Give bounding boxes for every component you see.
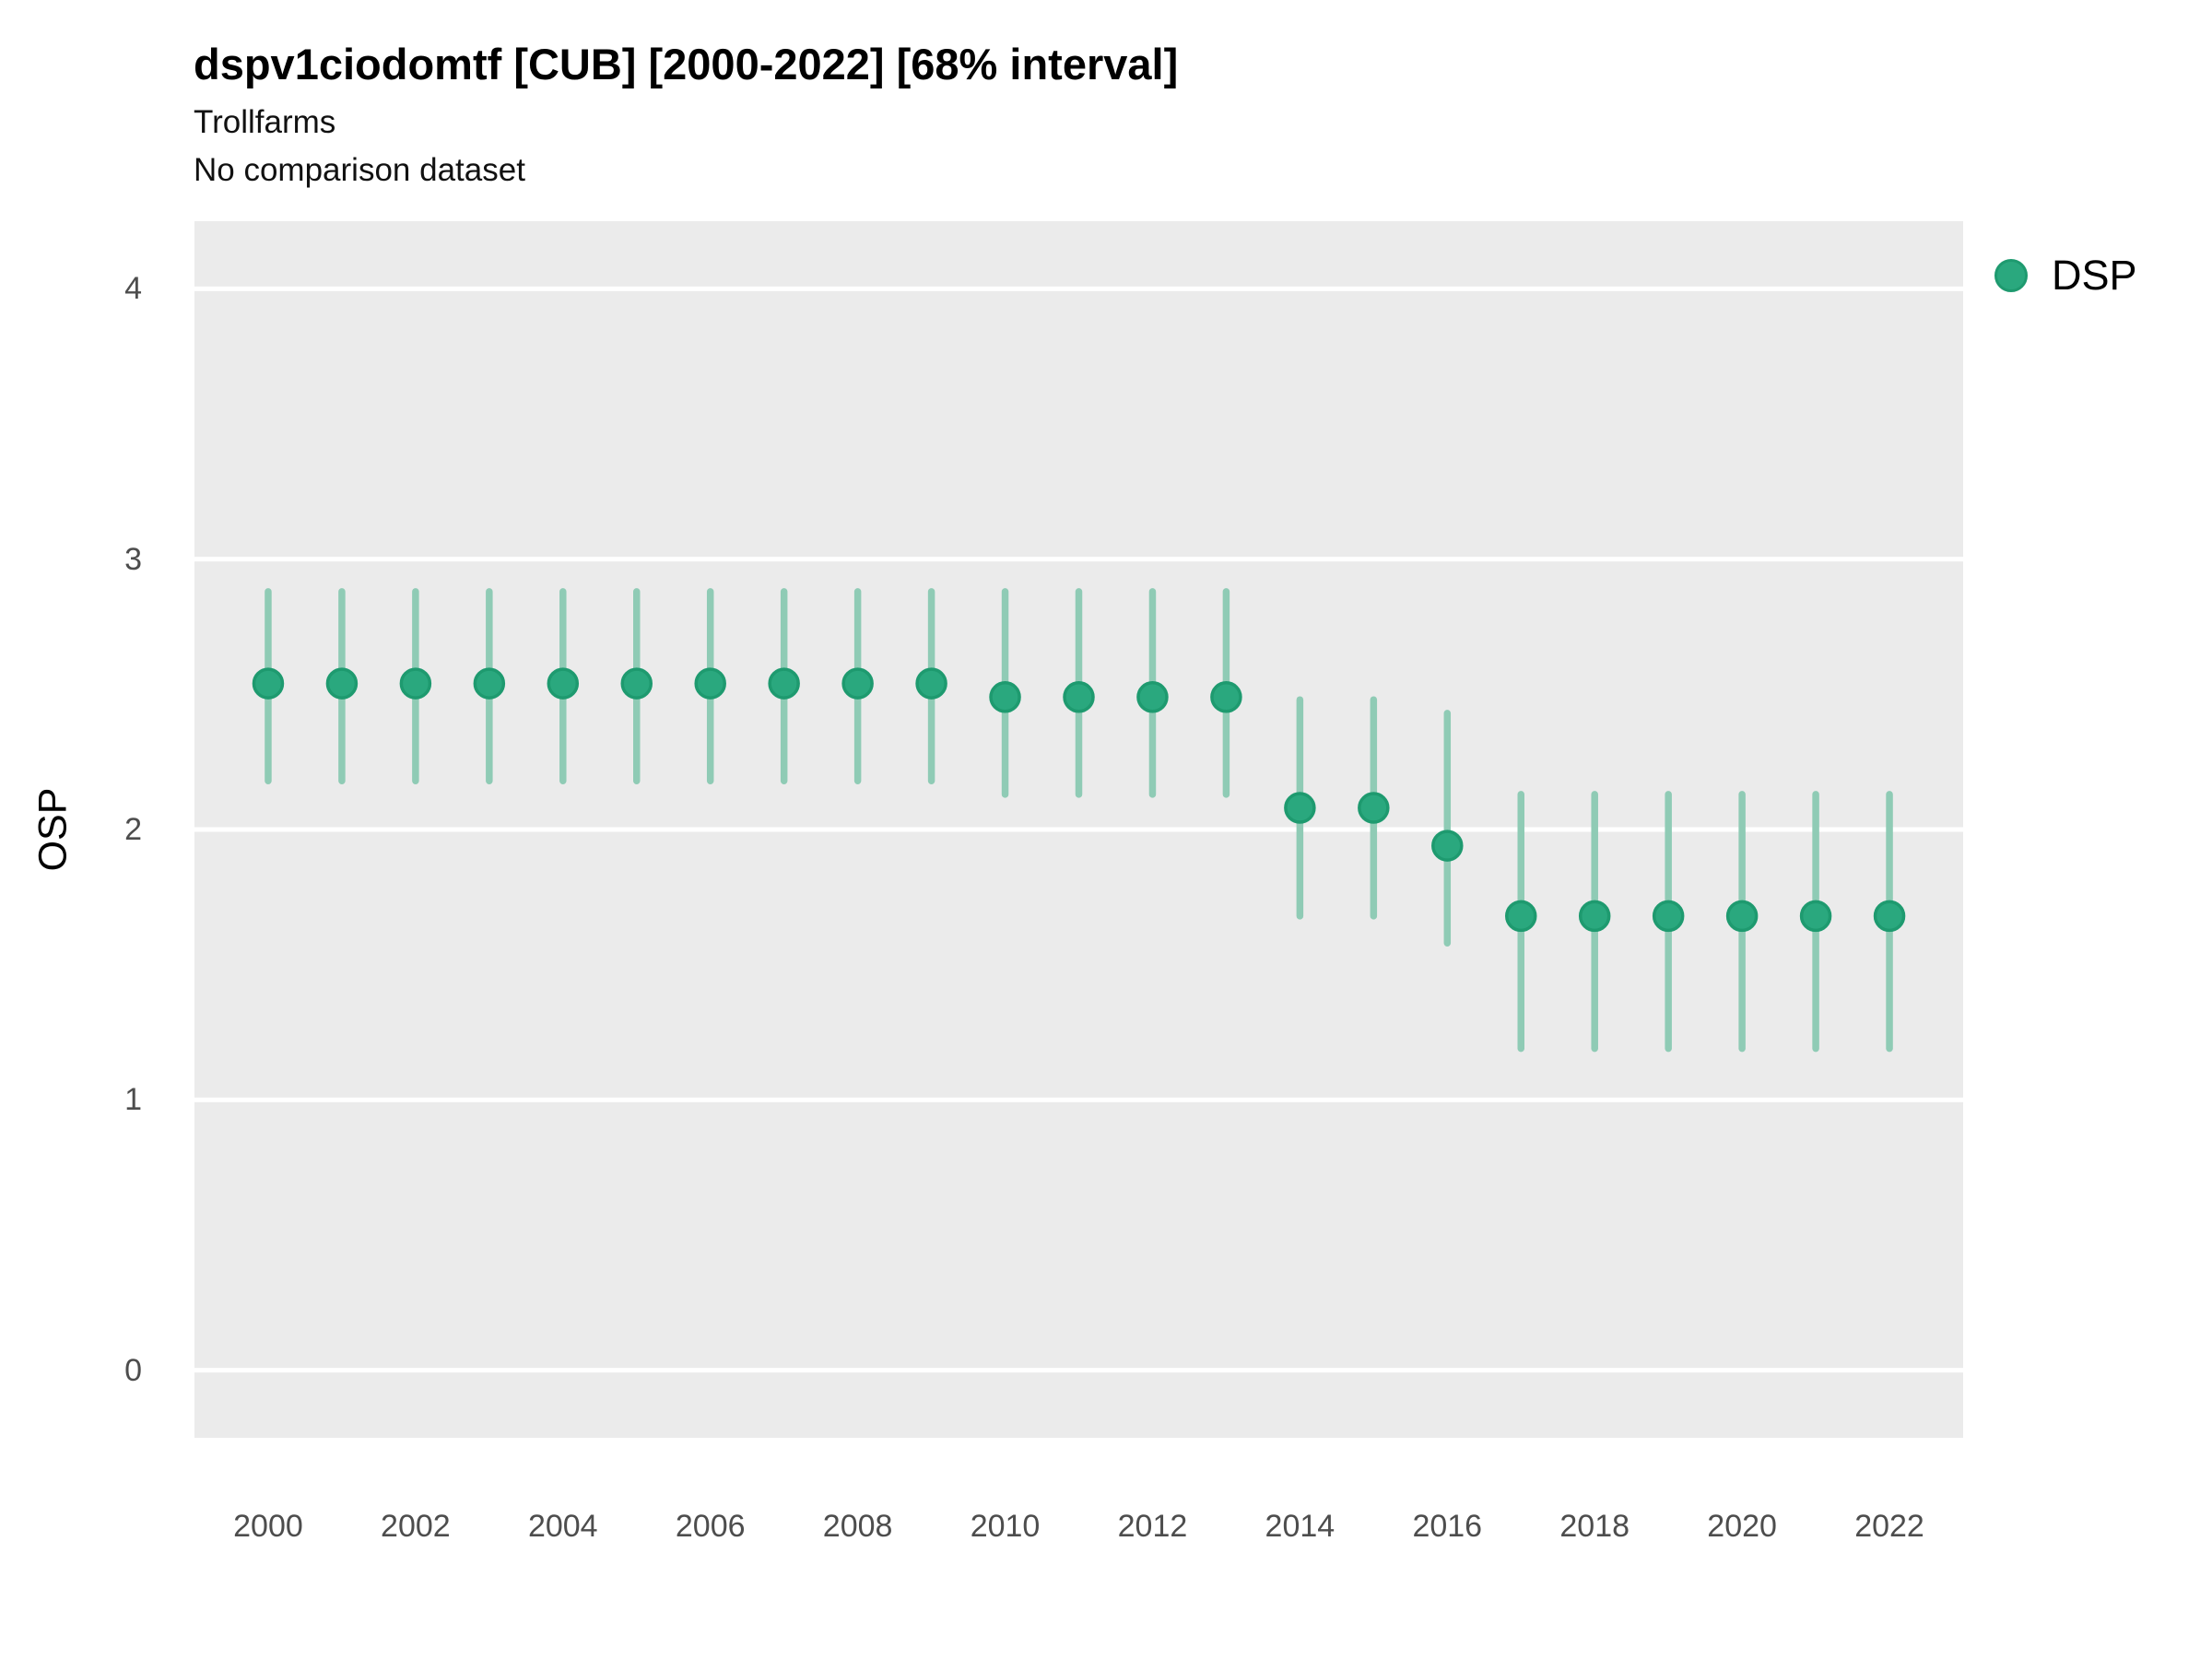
data-point-2001 [325, 667, 359, 700]
data-point-2015 [1358, 792, 1390, 824]
data-point-2000 [252, 667, 285, 700]
data-point-2014 [1284, 792, 1316, 824]
x-tick-label-2010: 2010 [970, 1509, 1041, 1544]
y-tick-label-4: 4 [124, 271, 142, 307]
x-tick-label-2022: 2022 [1854, 1509, 1924, 1544]
x-tick-label-2014: 2014 [1265, 1509, 1335, 1544]
data-point-2011 [1063, 681, 1095, 713]
y-tick-label-3: 3 [124, 541, 142, 577]
x-tick-label-2002: 2002 [381, 1509, 451, 1544]
data-point-2009 [915, 667, 947, 700]
data-point-2013 [1210, 681, 1242, 713]
data-point-2002 [399, 667, 432, 700]
y-tick-label-2: 2 [124, 812, 142, 847]
x-tick-label-2018: 2018 [1559, 1509, 1630, 1544]
data-point-2003 [473, 667, 506, 700]
data-point-2008 [841, 667, 874, 700]
chart-subtitle-line1: Trollfarms [194, 104, 336, 140]
x-tick-label-2008: 2008 [822, 1509, 893, 1544]
x-tick-label-2016: 2016 [1412, 1509, 1483, 1544]
data-point-2021 [1799, 900, 1832, 933]
data-point-2019 [1652, 900, 1685, 933]
data-point-2020 [1725, 900, 1759, 933]
data-point-2022 [1873, 900, 1906, 933]
x-tick-label-2012: 2012 [1117, 1509, 1188, 1544]
y-tick-label-1: 1 [124, 1082, 142, 1118]
x-tick-label-2004: 2004 [527, 1509, 598, 1544]
data-point-2007 [768, 667, 800, 700]
data-point-2017 [1505, 900, 1537, 933]
data-point-2012 [1136, 681, 1169, 713]
x-tick-label-2020: 2020 [1707, 1509, 1777, 1544]
x-tick-label-2000: 2000 [233, 1509, 303, 1544]
y-tick-label-0: 0 [124, 1352, 142, 1388]
data-point-2004 [547, 667, 580, 700]
data-point-2005 [620, 667, 653, 700]
legend: DSP [1994, 249, 2137, 302]
chart-title: dspv1ciodomtf [CUB] [2000-2022] [68% int… [194, 40, 1179, 88]
data-point-2010 [989, 681, 1021, 713]
data-point-2006 [694, 667, 726, 700]
chart-subtitle-line2: No comparison dataset [194, 152, 525, 188]
data-point-2016 [1431, 830, 1464, 862]
legend-label: DSP [2052, 252, 2137, 299]
x-tick-label-2006: 2006 [675, 1509, 746, 1544]
legend-point-icon [1994, 259, 2028, 292]
data-point-2018 [1578, 900, 1611, 933]
